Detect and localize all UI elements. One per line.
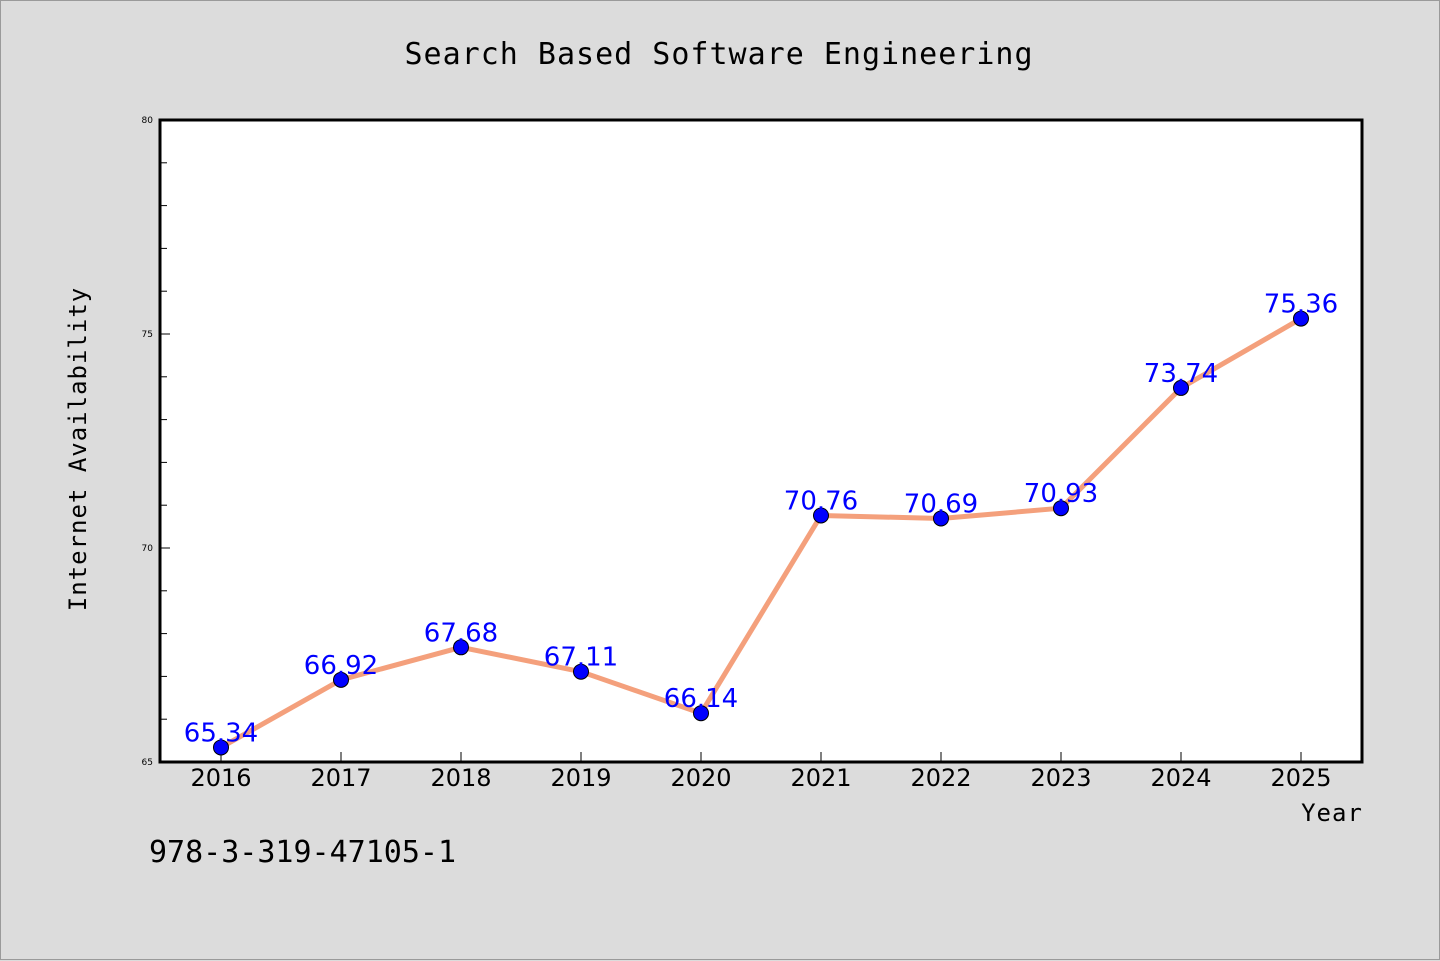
series-markers [213, 310, 1309, 756]
x-tick-label: 2018 [430, 764, 491, 792]
x-tick-label: 2022 [910, 764, 971, 792]
y-axis-label: Internet Availability [64, 287, 92, 611]
x-tick-label: 2023 [1030, 764, 1091, 792]
y-tick-label: 80 [142, 116, 154, 126]
data-point-marker [333, 671, 349, 688]
data-point-marker [1053, 500, 1069, 517]
data-value-label: 70.69 [904, 489, 978, 519]
x-tick-label: 2016 [190, 764, 251, 792]
x-tick-label: 2020 [670, 764, 731, 792]
x-tick-label: 2025 [1270, 764, 1331, 792]
data-value-label: 70.93 [1024, 479, 1098, 509]
data-value-label: 73.74 [1144, 359, 1218, 389]
y-tick-label: 70 [142, 544, 154, 554]
y-tick-label: 65 [142, 758, 153, 768]
x-tick-label: 2021 [790, 764, 851, 792]
isbn-caption: 978-3-319-47105-1 [149, 835, 457, 870]
y-tick-label: 75 [142, 330, 153, 340]
data-value-label: 65.34 [184, 718, 258, 748]
data-point-marker [573, 663, 589, 680]
data-value-label: 75.36 [1264, 290, 1338, 320]
chart-title: Search Based Software Engineering [404, 37, 1033, 72]
data-point-marker [933, 510, 949, 527]
data-point-marker [1293, 310, 1309, 327]
x-tick-label: 2019 [550, 764, 611, 792]
data-point-marker [1173, 379, 1189, 396]
data-value-label: 66.14 [664, 684, 738, 714]
data-value-label: 67.68 [424, 618, 498, 648]
series-polyline [219, 316, 1303, 750]
data-point-marker [453, 639, 469, 656]
data-value-label: 67.11 [544, 643, 618, 673]
axis-ticks: 65 70 75 80 2016 2017 2018 2019 2020 2021 2022 2023… [142, 116, 1332, 792]
data-point-marker [813, 507, 829, 524]
data-point-marker [693, 705, 709, 722]
data-value-label: 66.92 [304, 651, 378, 681]
series-line [219, 316, 1303, 750]
data-point-marker [213, 739, 229, 756]
data-labels: 65.34 66.92 67.68 67.11 66.14 70.76 70.69 70.93… [184, 290, 1338, 749]
data-value-label: 70.76 [784, 486, 858, 516]
x-axis-label: Year [1301, 799, 1363, 827]
x-tick-label: 2017 [310, 764, 371, 792]
plot-area [158, 118, 1364, 764]
x-tick-label: 2024 [1150, 764, 1211, 792]
